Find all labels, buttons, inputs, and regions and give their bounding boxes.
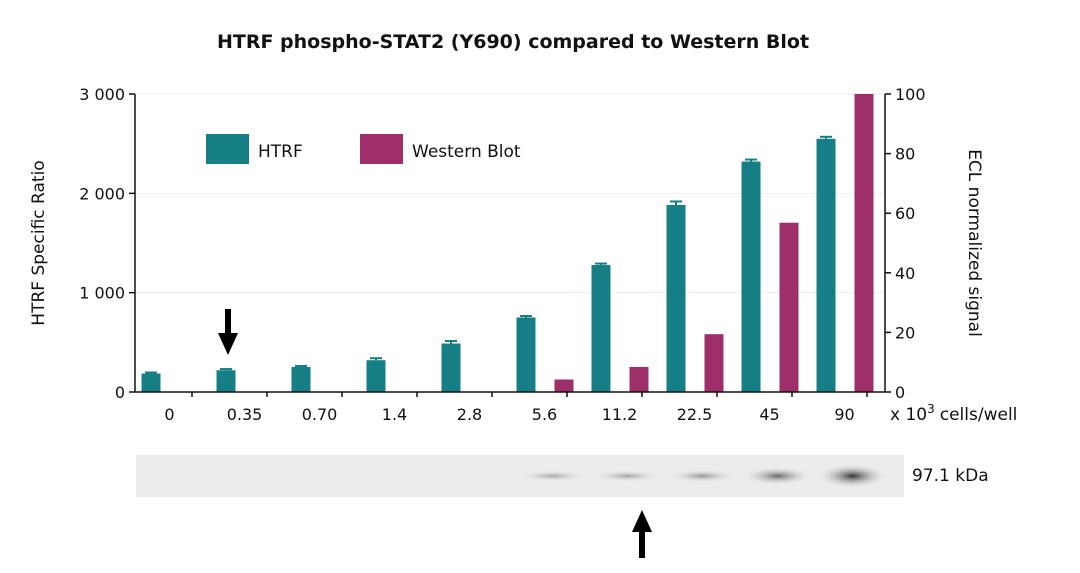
y2-axis-label: ECL normalized signal xyxy=(964,149,984,337)
x-tick-label: 2.8 xyxy=(457,405,482,424)
blot-band xyxy=(743,467,812,485)
y2-tick-label: 0 xyxy=(895,383,905,402)
y-tick-label: 0 xyxy=(115,383,125,402)
legend-swatch-western-blot xyxy=(360,134,403,164)
x-tick-label: 0 xyxy=(164,405,174,424)
blot-band xyxy=(818,464,887,488)
y2-tick-label: 60 xyxy=(895,204,915,223)
y2-tick-label: 80 xyxy=(895,145,915,164)
bar-htrf xyxy=(291,366,311,392)
x-tick-label: 11.2 xyxy=(602,405,638,424)
gridlines xyxy=(135,93,885,294)
bar-htrf xyxy=(441,343,461,392)
x-tick-label: 90 xyxy=(834,405,854,424)
x-axis-label: x 103 cells/well xyxy=(890,402,1017,425)
legend-label-htrf: HTRF xyxy=(258,142,303,162)
y-tick-label: 3 000 xyxy=(79,85,125,104)
bar-western-blot xyxy=(854,94,874,392)
x-tick-label: 5.6 xyxy=(532,405,557,424)
y2-tick-label: 20 xyxy=(895,323,915,342)
blot-band xyxy=(593,470,662,482)
y2-tick-label: 40 xyxy=(895,264,915,283)
bar-htrf xyxy=(216,370,236,392)
y2-tick-label: 100 xyxy=(895,85,926,104)
bar-htrf xyxy=(816,138,836,392)
legend-label-western-blot: Western Blot xyxy=(412,142,521,162)
bar-western-blot xyxy=(704,334,724,392)
axes: 0 1 000 2 000 3 000 0 20 40 60 80 100 0 0.35 0.70 1.4… xyxy=(79,85,925,424)
bar-western-blot xyxy=(779,222,799,392)
bar-western-blot xyxy=(554,379,574,392)
bar-htrf xyxy=(741,161,761,392)
x-tick-label: 22.5 xyxy=(677,405,713,424)
y-tick-label: 2 000 xyxy=(79,184,125,203)
y-tick-label: 1 000 xyxy=(79,284,125,303)
legend: HTRF Western Blot xyxy=(206,134,521,164)
blot-size-label: 97.1 kDa xyxy=(912,466,989,486)
x-tick-label: 1.4 xyxy=(382,405,407,424)
blot-band xyxy=(668,469,737,483)
bar-western-blot xyxy=(629,366,649,392)
legend-swatch-htrf xyxy=(206,134,249,164)
bar-htrf xyxy=(666,204,686,392)
arrow-down-icon xyxy=(218,309,238,355)
bar-htrf xyxy=(366,360,386,392)
x-tick-label: 0.35 xyxy=(227,405,263,424)
x-tick-label: 45 xyxy=(759,405,779,424)
bar-htrf xyxy=(141,373,161,392)
bars xyxy=(141,94,874,392)
chart-title: HTRF phospho-STAT2 (Y690) compared to We… xyxy=(217,31,809,53)
arrow-up-icon xyxy=(632,510,652,558)
western-blot-image xyxy=(136,455,904,497)
bar-htrf xyxy=(591,265,611,392)
y-axis-label: HTRF Specific Ratio xyxy=(29,160,49,325)
bar-htrf xyxy=(516,317,536,392)
x-tick-label: 0.70 xyxy=(302,405,338,424)
blot-band xyxy=(518,470,587,482)
